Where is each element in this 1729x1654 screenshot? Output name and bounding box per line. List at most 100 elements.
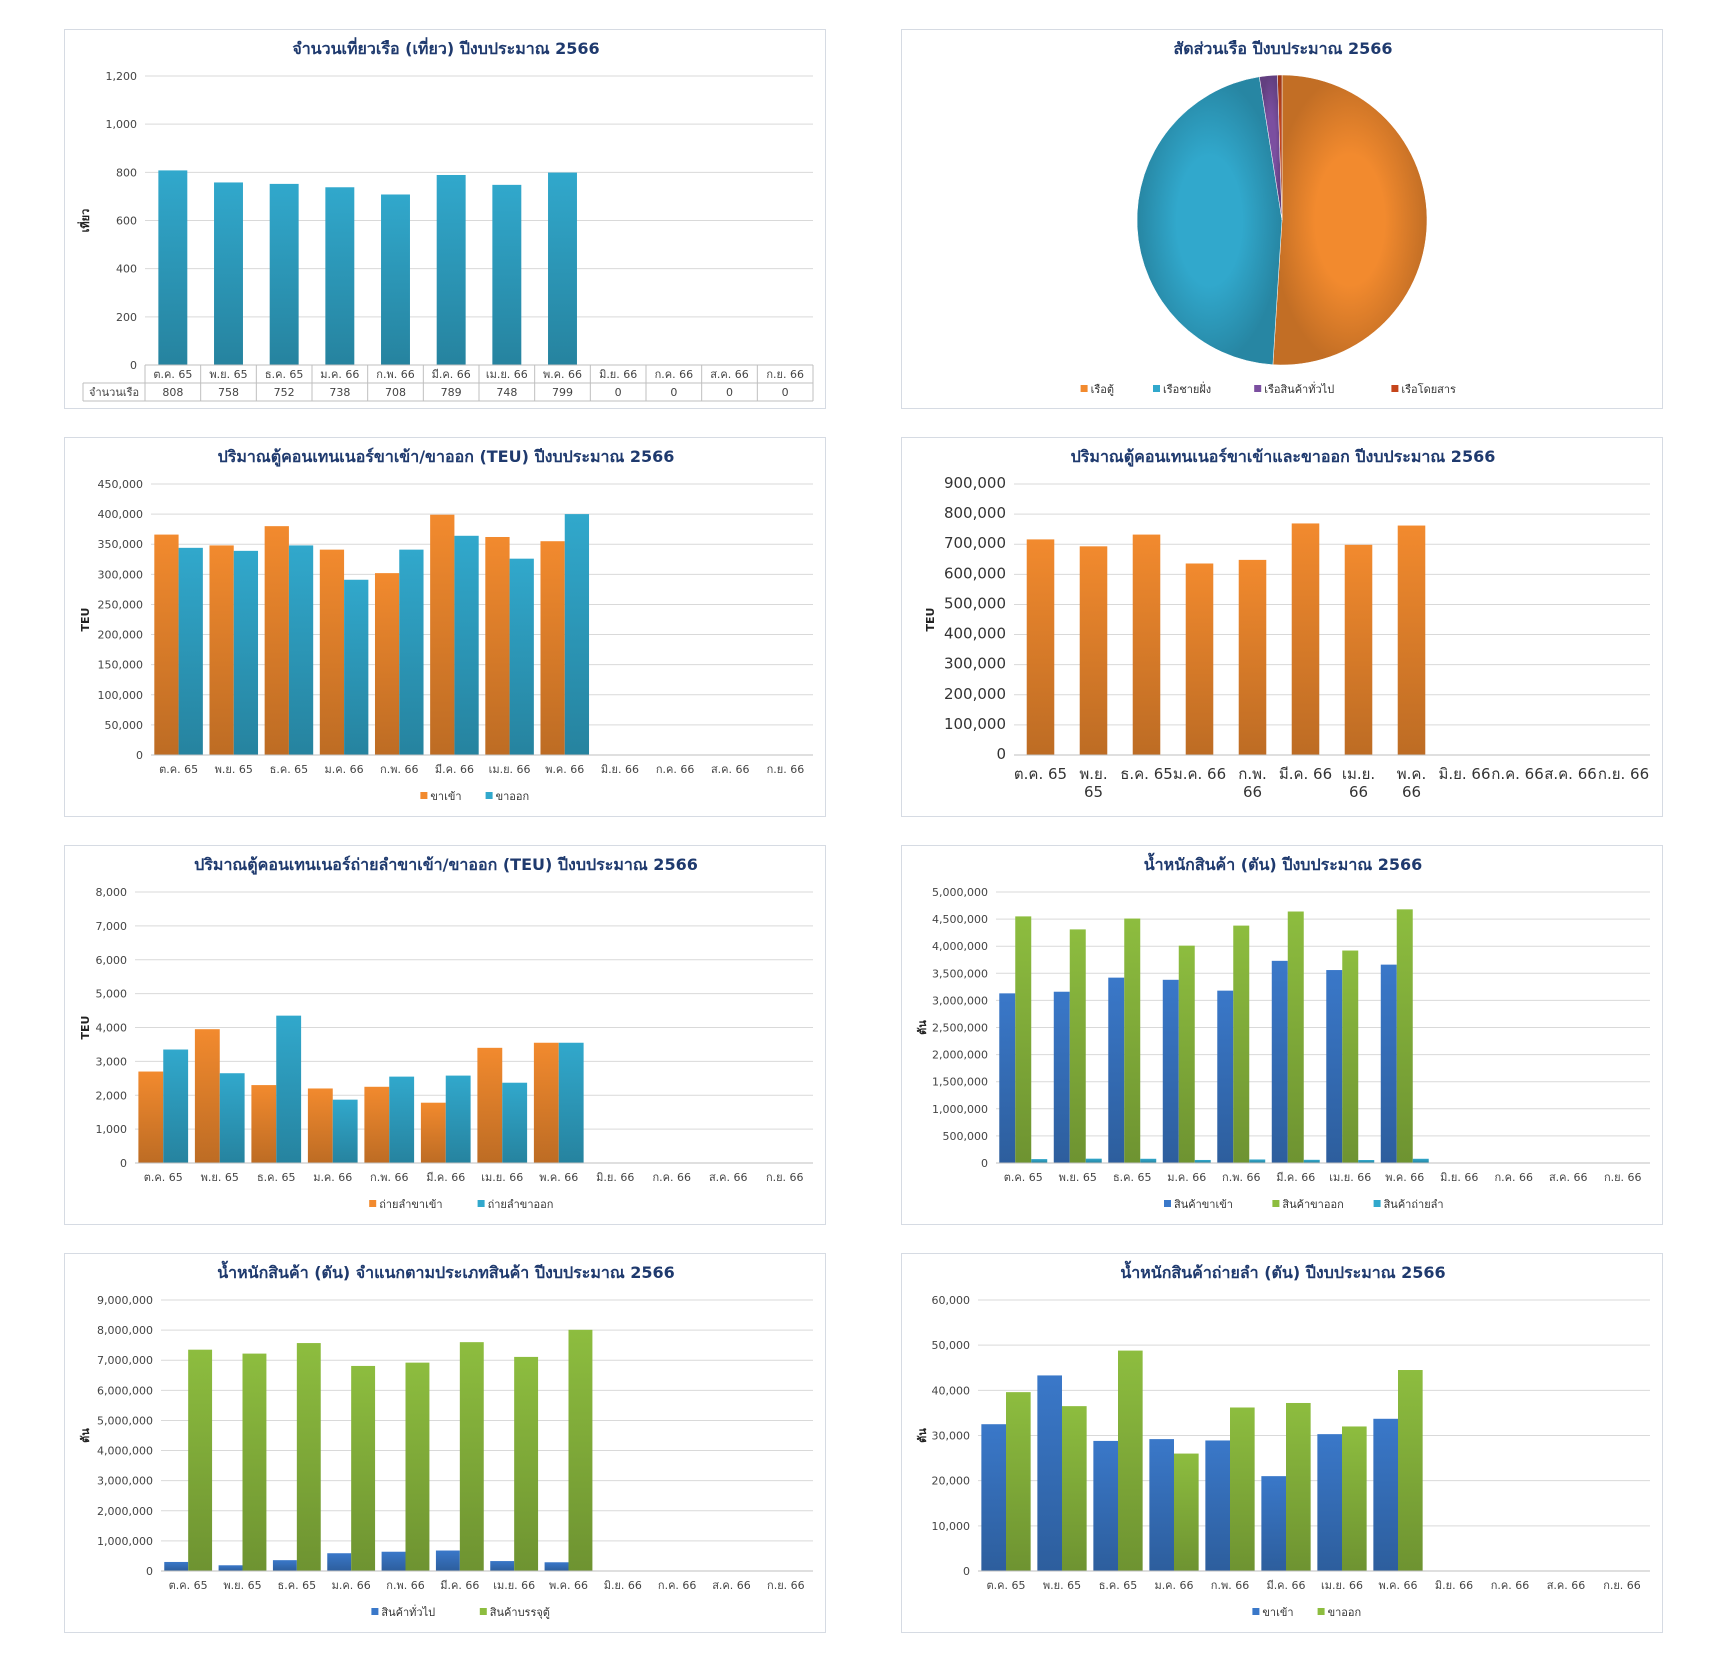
y-tick-label: 30,000	[932, 1430, 971, 1443]
x-tick-label: เม.ย. 66	[489, 763, 531, 776]
bar	[1093, 1440, 1118, 1571]
bar	[364, 1086, 390, 1163]
x-tick-label: ส.ค. 66	[710, 368, 749, 381]
y-tick-label: 7,000	[96, 920, 128, 933]
x-tick-label: ก.พ.	[1238, 765, 1267, 783]
legend-label: สินค้าทั่วไป	[381, 1604, 435, 1619]
bar	[533, 1042, 559, 1163]
bar	[1373, 1418, 1398, 1571]
bar	[1396, 909, 1413, 1163]
x-tick-label: ก.ค. 66	[1494, 1171, 1533, 1184]
legend-label: ถ่ายลำขาเข้า	[379, 1198, 442, 1211]
bar	[1124, 918, 1141, 1163]
x-tick-label: ก.ย. 66	[1603, 1579, 1641, 1592]
bar	[1085, 1158, 1102, 1163]
y-tick-label: 0	[136, 749, 143, 762]
x-tick-label: ธ.ค. 65	[270, 763, 309, 776]
table-cell: 808	[162, 386, 183, 399]
x-tick-label: ม.ค. 66	[325, 763, 364, 776]
bar	[307, 1088, 333, 1163]
x-tick-label: พ.ย. 65	[201, 1171, 239, 1184]
y-tick-label: 50,000	[105, 719, 144, 732]
bar	[1342, 1426, 1367, 1571]
y-tick-label: 0	[130, 359, 137, 372]
x-tick-label: พ.ค. 66	[1378, 1579, 1417, 1592]
bar	[981, 1424, 1006, 1571]
y-tick-label: 3,000,000	[932, 994, 988, 1007]
y-axis-title: เที่ยว	[77, 209, 92, 233]
x-tick-label: มิ.ย. 66	[1435, 1579, 1473, 1592]
x-tick-label: มิ.ย. 66	[604, 1579, 642, 1592]
bar	[1062, 1406, 1087, 1571]
x-tick-label: พ.ค.	[1397, 765, 1426, 783]
x-tick-label: 66	[1349, 783, 1368, 801]
y-axis-title: ตัน	[916, 1020, 929, 1035]
x-tick-label: ธ.ค. 65	[278, 1579, 317, 1592]
table-cell: 0	[615, 386, 622, 399]
table-cell: 708	[385, 386, 406, 399]
table-cell: 789	[441, 386, 462, 399]
x-tick-label: พ.ย. 65	[1059, 1171, 1097, 1184]
x-tick-label: ก.ย. 66	[766, 368, 804, 381]
bar	[1230, 1407, 1255, 1571]
y-tick-label: 6,000	[96, 954, 128, 967]
x-tick-label: ก.ค. 66	[655, 368, 694, 381]
x-tick-label: ม.ค. 66	[313, 1171, 352, 1184]
x-tick-label: ต.ค. 65	[1014, 765, 1067, 783]
y-tick-label: 4,000,000	[932, 940, 988, 953]
x-tick-label: เม.ย. 66	[1329, 1171, 1371, 1184]
y-tick-label: 800	[116, 166, 137, 179]
y-tick-label: 450,000	[98, 478, 144, 491]
bar	[492, 184, 522, 365]
bar	[319, 549, 345, 755]
bar	[214, 182, 243, 365]
bar	[1079, 546, 1108, 755]
y-tick-label: 4,000	[96, 1022, 128, 1035]
legend-swatch	[485, 792, 493, 799]
x-tick-label: ต.ค. 65	[159, 763, 198, 776]
bar	[1380, 964, 1397, 1163]
chart-title: สัดส่วนเรือ ปีงบประมาณ 2566	[1173, 39, 1392, 58]
x-tick-label: พ.ค. 66	[1385, 1171, 1424, 1184]
bar	[454, 535, 479, 755]
bar	[568, 1329, 593, 1571]
x-tick-label: พ.ย. 65	[1043, 1579, 1081, 1592]
x-tick-label: ต.ค. 65	[153, 368, 192, 381]
y-tick-label: 600,000	[944, 564, 1006, 582]
bar	[1194, 1159, 1211, 1163]
x-tick-label: ส.ค. 66	[709, 1171, 748, 1184]
bar	[327, 1553, 352, 1571]
y-tick-label: 250,000	[98, 598, 144, 611]
table-cell: 0	[726, 386, 733, 399]
x-tick-label: พ.ย. 65	[223, 1579, 261, 1592]
legend-label: ขาออก	[1328, 1606, 1362, 1619]
bar	[288, 545, 314, 755]
legend-swatch	[1164, 1200, 1171, 1207]
x-tick-label: เม.ย. 66	[493, 1579, 535, 1592]
bar	[544, 1562, 569, 1571]
legend-swatch	[1317, 1608, 1325, 1615]
x-tick-label: ธ.ค. 65	[265, 368, 304, 381]
x-tick-label: ม.ค. 66	[1154, 1579, 1193, 1592]
x-tick-label: เม.ย. 66	[481, 1171, 523, 1184]
y-tick-label: 700,000	[944, 534, 1006, 552]
y-tick-label: 400,000	[944, 625, 1006, 643]
x-tick-label: มี.ค. 66	[432, 368, 471, 381]
x-tick-label: 66	[1402, 783, 1421, 801]
legend-swatch	[1373, 1200, 1381, 1207]
y-tick-label: 200	[116, 311, 137, 324]
bar	[558, 1042, 584, 1163]
bar	[1132, 534, 1161, 755]
bar	[1118, 1350, 1143, 1571]
bar	[332, 1099, 358, 1163]
legend-swatch	[1391, 385, 1399, 392]
bar	[296, 1343, 321, 1571]
x-tick-label: เม.ย.	[1342, 765, 1375, 783]
bar	[1026, 539, 1055, 755]
y-tick-label: 1,000,000	[97, 1535, 153, 1548]
y-axis-title: TEU	[924, 608, 937, 632]
bar	[164, 1561, 189, 1571]
x-tick-label: มี.ค. 66	[1276, 1171, 1315, 1184]
bar	[502, 1082, 528, 1163]
x-tick-label: มิ.ย. 66	[599, 368, 637, 381]
